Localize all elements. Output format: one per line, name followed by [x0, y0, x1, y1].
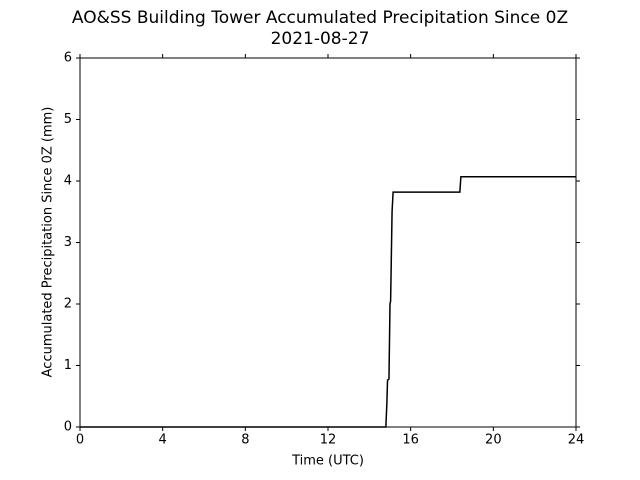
x-tick-label: 12	[320, 433, 337, 448]
y-tick-label: 2	[64, 297, 72, 312]
data-line	[80, 175, 576, 428]
chart-title: AO&SS Building Tower Accumulated Precipi…	[72, 8, 568, 28]
x-tick-label: 0	[76, 433, 84, 448]
y-tick-label: 5	[64, 112, 72, 127]
y-tick-label: 1	[64, 358, 72, 373]
x-tick-label: 16	[402, 433, 419, 448]
x-tick-label: 24	[568, 433, 585, 448]
y-axis-label: Accumulated Precipitation Since 0Z (mm)	[41, 107, 56, 378]
y-tick-label: 0	[64, 420, 72, 435]
x-tick-label: 4	[159, 433, 167, 448]
y-tick-label: 4	[64, 174, 72, 189]
x-axis-label: Time (UTC)	[291, 454, 364, 469]
x-tick-label: 8	[241, 433, 249, 448]
y-tick-label: 6	[64, 51, 72, 66]
chart-subtitle: 2021-08-27	[271, 29, 370, 49]
x-tick-label: 20	[485, 433, 502, 448]
y-tick-label: 3	[64, 235, 72, 250]
